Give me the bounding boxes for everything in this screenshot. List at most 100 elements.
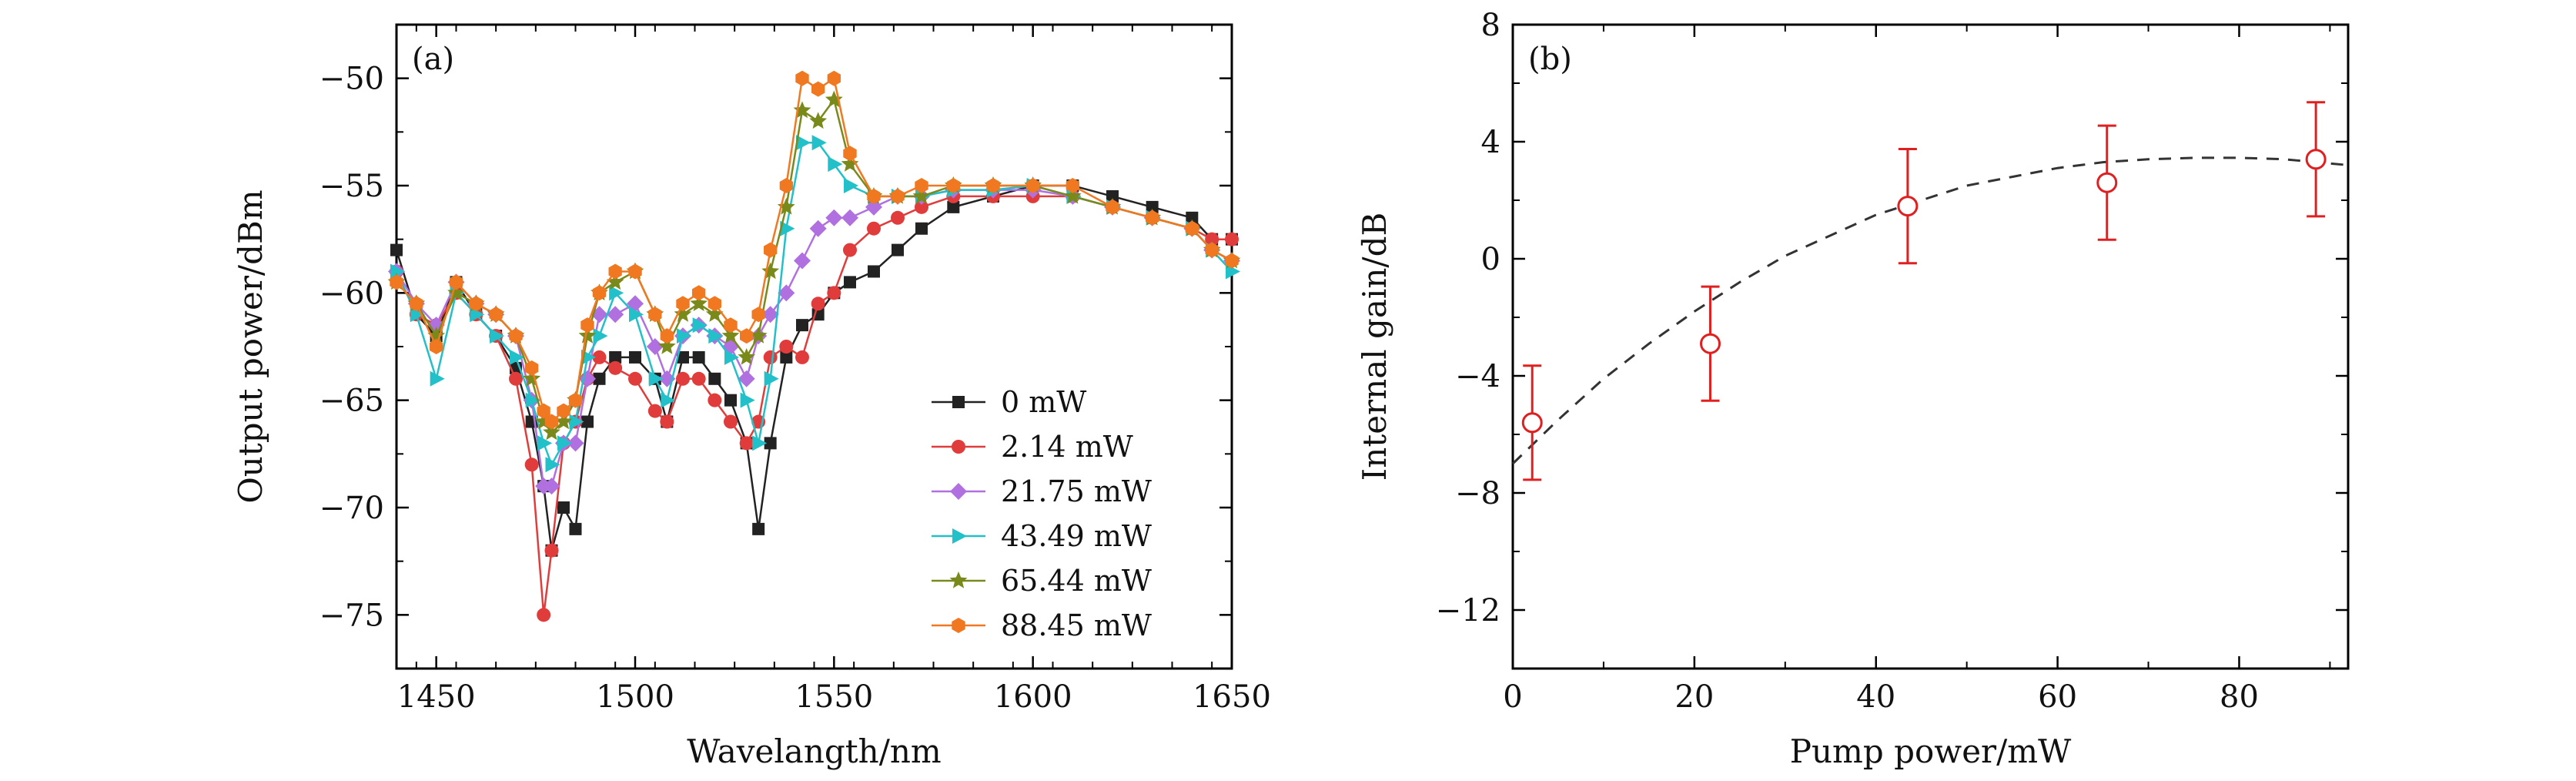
- data-point: [692, 317, 708, 334]
- data-point: [544, 543, 559, 558]
- data-point: [660, 414, 674, 429]
- data-point: [537, 435, 553, 451]
- data-point: [580, 317, 594, 334]
- data-point: [761, 306, 779, 323]
- panel-a-line-chart: 1450 1500 1550 1600 1650 −75 −70 −65 −60 −55 −50 (a…: [232, 23, 1271, 770]
- legend-marker: [952, 440, 965, 454]
- x-tick-label: 40: [1856, 679, 1895, 715]
- data-point: [724, 414, 738, 429]
- data-point: [524, 458, 539, 472]
- data-point: [794, 252, 811, 270]
- data-point: [915, 222, 928, 235]
- data-point: [470, 307, 485, 323]
- data-point: [569, 414, 584, 430]
- y-tick-label: 0: [1481, 242, 1500, 277]
- data-point: [525, 392, 540, 408]
- data-point: [708, 372, 721, 385]
- x-tick-label: 80: [2220, 679, 2259, 715]
- data-point: [891, 188, 905, 204]
- data-point: [691, 371, 706, 386]
- x-axis-title: Pump power/mW: [1790, 732, 2072, 770]
- data-point: [557, 501, 570, 514]
- data-point: [390, 263, 405, 280]
- x-tick-label: 1550: [795, 679, 873, 715]
- data-point: [543, 423, 560, 441]
- data-point: [509, 371, 523, 386]
- data-point: [629, 350, 641, 364]
- data-point: [1186, 211, 1199, 224]
- data-point: [608, 263, 622, 280]
- data-point: [537, 403, 550, 419]
- data-point: [892, 243, 904, 256]
- series-2-14-mw: [390, 189, 1239, 622]
- x-axis-title: Wavelangth/nm: [687, 732, 942, 770]
- data-point: [780, 220, 795, 236]
- data-point: [489, 307, 503, 323]
- data-point: [705, 305, 724, 322]
- data-point: [740, 328, 754, 344]
- data-point: [811, 81, 825, 97]
- point-marker: [1700, 333, 1721, 354]
- data-point: [554, 412, 573, 430]
- data-point: [525, 360, 539, 376]
- data-point: [740, 392, 755, 408]
- data-point: [690, 294, 708, 311]
- data-point: [764, 437, 777, 450]
- data-point: [796, 319, 808, 332]
- data-point: [809, 220, 827, 237]
- data-point: [449, 274, 463, 290]
- data-point: [648, 307, 662, 323]
- data-point: [778, 284, 795, 302]
- data-point: [1226, 263, 1240, 280]
- legend-marker: [949, 572, 968, 588]
- data-point: [593, 372, 606, 385]
- data-point: [430, 370, 445, 387]
- data-point: [606, 273, 624, 290]
- data-point: [751, 307, 765, 323]
- data-point: [827, 70, 841, 86]
- legend: 0 mW 2.14 mW 21.75 mW 43.49 mW 65.44 mW 88.45…: [932, 385, 1152, 642]
- data-point: [708, 393, 722, 407]
- data-point: [509, 328, 523, 344]
- data-point: [724, 317, 738, 334]
- data-point: [1026, 178, 1040, 193]
- data-point: [809, 112, 828, 129]
- data-point: [647, 404, 662, 418]
- data-point: [841, 155, 859, 172]
- data-point: [843, 146, 857, 162]
- data-point: [569, 522, 582, 535]
- x-tick-label: 0: [1503, 679, 1522, 715]
- data-point: [1897, 148, 1919, 265]
- data-point: [628, 263, 642, 280]
- data-point: [607, 306, 624, 323]
- data-point: [827, 286, 841, 300]
- y-axis-title: Output power/dBm: [232, 189, 269, 503]
- data-point: [581, 415, 594, 428]
- data-point: [738, 370, 755, 387]
- data-point: [777, 197, 795, 215]
- data-point: [677, 350, 689, 364]
- fit-curve: [1511, 156, 2349, 465]
- data-point: [763, 350, 778, 364]
- data-point: [1225, 253, 1239, 269]
- data-point: [545, 457, 560, 473]
- data-point: [915, 178, 928, 193]
- legend-label: 43.49 mW: [1001, 519, 1152, 553]
- x-tick-label: 1500: [596, 679, 674, 715]
- data-point: [721, 327, 740, 344]
- data-point: [724, 394, 737, 407]
- data-point: [390, 274, 403, 290]
- data-point: [592, 285, 607, 301]
- data-point: [867, 221, 881, 236]
- y-tick-label: −8: [1455, 476, 1500, 511]
- point-marker: [2305, 149, 2327, 170]
- y-tick-label: −60: [319, 276, 384, 311]
- data-point: [648, 370, 664, 387]
- data-point: [2096, 124, 2118, 241]
- data-point: [1205, 232, 1219, 246]
- panel-label: (a): [412, 42, 454, 77]
- data-point: [578, 327, 597, 344]
- data-point: [692, 350, 705, 364]
- data-point: [724, 349, 739, 365]
